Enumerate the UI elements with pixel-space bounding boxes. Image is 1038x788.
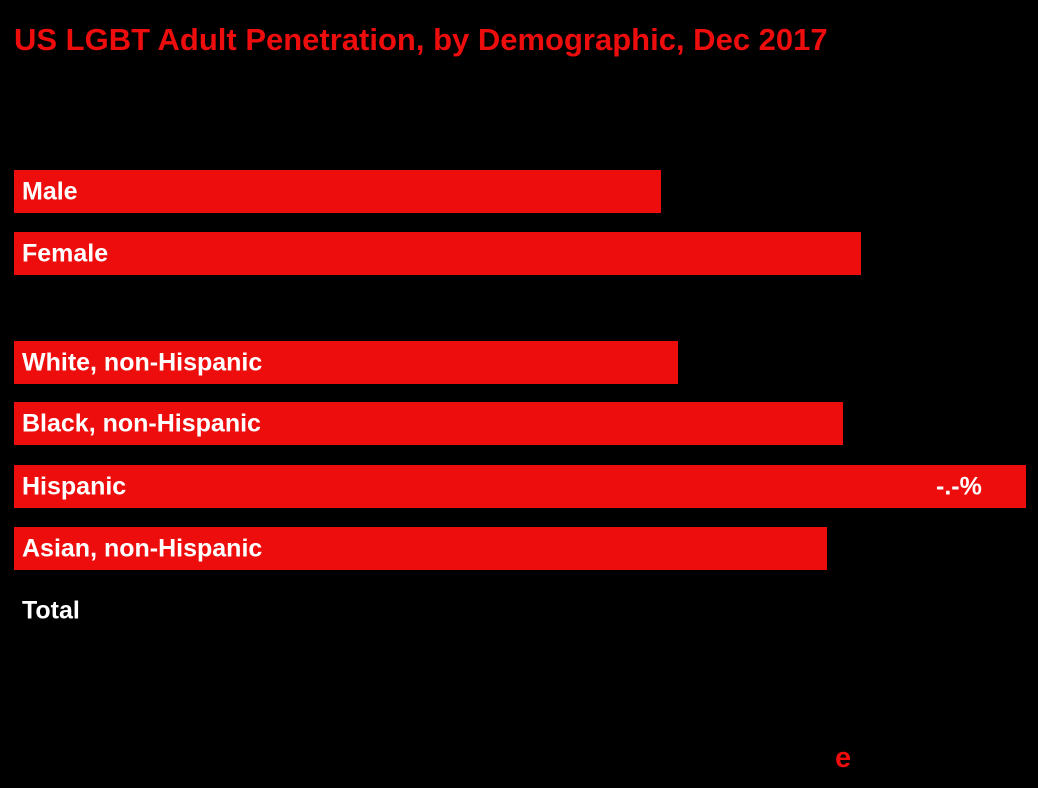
bar-row: Male xyxy=(14,170,1038,213)
category-label: Female xyxy=(22,239,109,267)
bar-row: Total xyxy=(14,589,1038,632)
bar-row: Asian, non-Hispanic xyxy=(14,527,1038,570)
category-label: Male xyxy=(22,177,78,205)
bar-row: Hispanic -.-% xyxy=(14,465,1038,508)
category-label: Total xyxy=(22,596,80,624)
bar xyxy=(14,402,843,445)
value-label: -.-% xyxy=(936,472,982,500)
bar-row: Black, non-Hispanic xyxy=(14,402,1038,445)
category-label: Black, non-Hispanic xyxy=(22,409,261,437)
bar-row: Female xyxy=(14,232,1038,275)
category-label: Hispanic xyxy=(22,472,127,500)
emarketer-logo-e: e xyxy=(835,742,852,774)
bar xyxy=(14,527,827,570)
bar xyxy=(14,232,861,275)
bar xyxy=(14,465,1026,508)
category-label: Asian, non-Hispanic xyxy=(22,534,263,562)
bar-row: White, non-Hispanic xyxy=(14,341,1038,384)
category-label: White, non-Hispanic xyxy=(22,348,263,376)
bar xyxy=(14,341,678,384)
chart-title: US LGBT Adult Penetration, by Demographi… xyxy=(14,22,828,57)
bar xyxy=(14,170,661,213)
